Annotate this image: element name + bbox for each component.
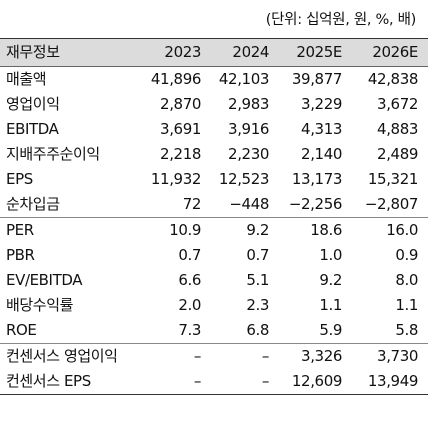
cell-value: 3,691 (160, 120, 201, 138)
table-row: 지배주주순이익 2,218 2,230 2,140 2,489 (0, 142, 428, 167)
cell-value: – (142, 343, 211, 369)
cell-value: – (211, 369, 279, 395)
cell-value: 12,523 (218, 170, 269, 188)
cell-value: 39,877 (291, 70, 342, 88)
cell-value: 3,326 (279, 343, 352, 369)
cell-value: −2,807 (364, 195, 419, 213)
cell-value: 2,870 (160, 95, 201, 113)
table-row: 배당수익률 2.0 2.3 1.1 1.1 (0, 293, 428, 318)
cell-value: 18.6 (279, 217, 352, 243)
row-label: EBITDA (6, 120, 59, 138)
cell-value: 2.3 (246, 296, 269, 314)
cell-value: – (211, 343, 279, 369)
row-label: 컨센서스 영업이익 (0, 343, 142, 369)
cell-value: −448 (229, 195, 269, 213)
cell-value: 0.7 (178, 246, 201, 264)
cell-value: 3,672 (377, 95, 418, 113)
cell-value: 12,609 (279, 369, 352, 395)
cell-value: 2,983 (228, 95, 269, 113)
header-year: 2023 (142, 38, 211, 67)
table-row: EPS 11,932 12,523 13,173 15,321 (0, 167, 428, 192)
cell-value: 2,230 (228, 145, 269, 163)
cell-value: 42,838 (367, 70, 418, 88)
cell-value: 16.0 (352, 217, 428, 243)
cell-value: 5.9 (319, 321, 342, 339)
cell-value: 2,140 (301, 145, 342, 163)
unit-note: (단위: 십억원, 원, %, 배) (265, 12, 417, 28)
table-row: 컨센서스 EPS – – 12,609 13,949 (0, 369, 428, 395)
cell-value: 13,949 (352, 369, 428, 395)
header-year: 2024 (211, 38, 279, 67)
table-row: 순차입금 72 −448 −2,256 −2,807 (0, 192, 428, 218)
cell-value: 7.3 (178, 321, 201, 339)
row-label: 매출액 (6, 70, 47, 88)
header-label: 재무정보 (0, 38, 142, 67)
cell-value: 8.0 (395, 271, 418, 289)
cell-value: 2,218 (160, 145, 201, 163)
cell-value: 6.8 (246, 321, 269, 339)
row-label: 영업이익 (6, 95, 60, 113)
header-year: 2025E (279, 38, 352, 67)
cell-value: 1.0 (319, 246, 342, 264)
cell-value: 6.6 (178, 271, 201, 289)
cell-value: 0.7 (246, 246, 269, 264)
cell-value: 9.2 (211, 217, 279, 243)
row-label: PBR (6, 246, 35, 264)
table-row: ROE 7.3 6.8 5.9 5.8 (0, 318, 428, 344)
cell-value: 2.0 (178, 296, 201, 314)
row-label: PER (0, 217, 142, 243)
row-label: 지배주주순이익 (6, 145, 100, 163)
row-label: 순차입금 (6, 195, 60, 213)
cell-value: 0.9 (395, 246, 418, 264)
cell-value: 3,916 (228, 120, 269, 138)
row-label: EV/EBITDA (6, 271, 83, 289)
cell-value: 11,932 (150, 170, 201, 188)
row-label: 배당수익률 (6, 296, 74, 314)
row-label: ROE (6, 321, 37, 339)
row-label: 컨센서스 EPS (0, 369, 142, 395)
financial-table: 재무정보 2023 2024 2025E 2026E 매출액 41,896 42… (0, 38, 428, 395)
cell-value: 4,883 (377, 120, 418, 138)
cell-value: 3,730 (352, 343, 428, 369)
table-row: EBITDA 3,691 3,916 4,313 4,883 (0, 117, 428, 142)
cell-value: 41,896 (150, 70, 201, 88)
table-row: EV/EBITDA 6.6 5.1 9.2 8.0 (0, 268, 428, 293)
cell-value: 9.2 (319, 271, 342, 289)
table-row: 컨센서스 영업이익 – – 3,326 3,730 (0, 343, 428, 369)
table-row: PER 10.9 9.2 18.6 16.0 (0, 217, 428, 243)
cell-value: 1.1 (319, 296, 342, 314)
cell-value: – (142, 369, 211, 395)
cell-value: 5.8 (395, 321, 418, 339)
row-label: EPS (6, 170, 33, 188)
cell-value: 2,489 (377, 145, 418, 163)
table-header-row: 재무정보 2023 2024 2025E 2026E (0, 38, 428, 67)
table-row: PBR 0.7 0.7 1.0 0.9 (0, 243, 428, 268)
cell-value: 3,229 (301, 95, 342, 113)
header-year: 2026E (352, 38, 428, 67)
cell-value: 42,103 (218, 70, 269, 88)
cell-value: 15,321 (367, 170, 418, 188)
cell-value: 10.9 (142, 217, 211, 243)
cell-value: −2,256 (288, 195, 343, 213)
table-row: 영업이익 2,870 2,983 3,229 3,672 (0, 92, 428, 117)
cell-value: 1.1 (395, 296, 418, 314)
table-row: 매출액 41,896 42,103 39,877 42,838 (0, 67, 428, 93)
cell-value: 13,173 (291, 170, 342, 188)
cell-value: 72 (182, 195, 202, 213)
cell-value: 4,313 (301, 120, 342, 138)
cell-value: 5.1 (246, 271, 269, 289)
